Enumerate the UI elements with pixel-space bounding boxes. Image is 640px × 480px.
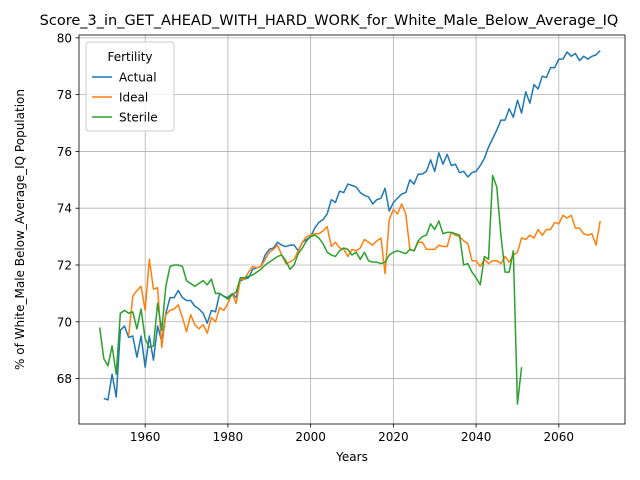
x-tick-label: 1980 xyxy=(213,430,244,444)
y-tick-label: 68 xyxy=(57,372,72,386)
x-tick-label: 2060 xyxy=(544,430,575,444)
x-tick-label: 2020 xyxy=(378,430,409,444)
x-tick-label: 2000 xyxy=(295,430,326,444)
x-axis-label: Years xyxy=(335,450,368,464)
y-tick-label: 74 xyxy=(57,202,72,216)
x-tick-label: 1960 xyxy=(130,430,161,444)
legend-title: Fertility xyxy=(107,50,152,64)
y-axis-label: % of White_Male Below_Average_IQ Populat… xyxy=(13,89,27,370)
legend: Fertility Actual Ideal Sterile xyxy=(86,42,174,131)
y-tick-label: 78 xyxy=(57,88,72,102)
y-tick-label: 70 xyxy=(57,315,72,329)
x-tick-label: 2040 xyxy=(461,430,492,444)
chart-title: Score_3_in_GET_AHEAD_WITH_HARD_WORK_for_… xyxy=(40,13,619,29)
y-tick-label: 72 xyxy=(57,258,72,272)
legend-label-ideal: Ideal xyxy=(119,91,148,105)
y-tick-label: 76 xyxy=(57,145,72,159)
y-tick-label: 80 xyxy=(57,31,72,45)
legend-label-sterile: Sterile xyxy=(119,111,158,125)
legend-label-actual: Actual xyxy=(119,71,157,85)
